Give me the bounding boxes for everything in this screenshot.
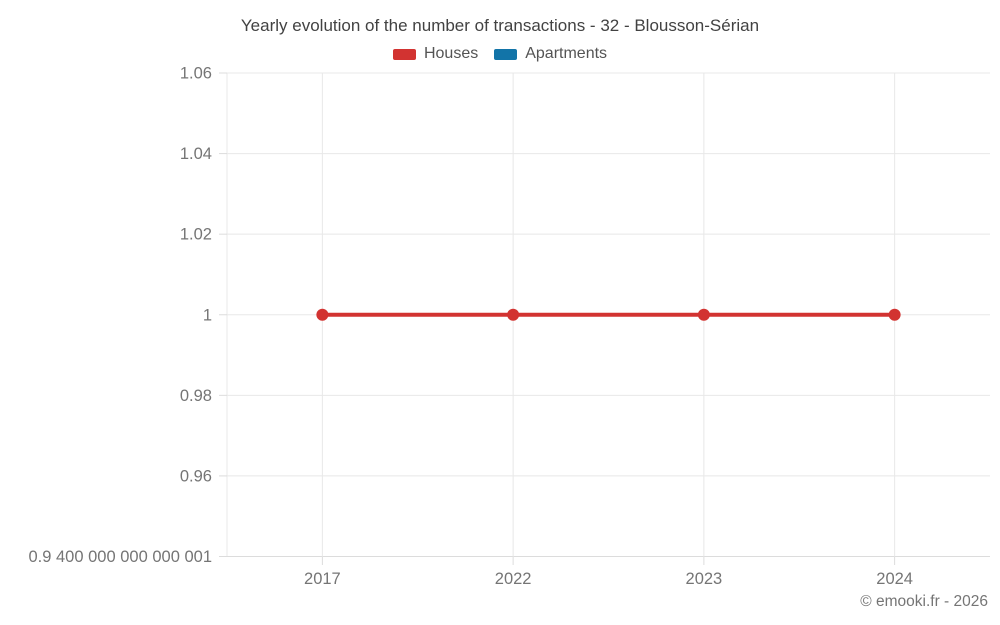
y-axis-label: 1.02: [180, 226, 212, 244]
legend-item-houses[interactable]: Houses: [392, 45, 479, 63]
y-axis-label: 0.9 400 000 000 000 001: [28, 548, 212, 566]
x-axis-label: 2017: [304, 570, 341, 588]
copyright-footer: © emooki.fr - 2026: [860, 593, 988, 610]
houses-data-point[interactable]: [316, 308, 329, 321]
houses-data-point[interactable]: [697, 308, 710, 321]
x-axis-label: 2024: [876, 570, 913, 588]
houses-data-point[interactable]: [507, 308, 520, 321]
legend-label-houses: Houses: [423, 45, 479, 62]
y-axis-label: 1.04: [180, 145, 212, 163]
chart-title: Yearly evolution of the number of transa…: [240, 16, 760, 35]
legend: Houses Apartments: [0, 45, 1000, 63]
apartments-series-swatch-icon: [494, 48, 518, 60]
y-axis-label: 1.06: [180, 65, 212, 83]
x-axis-label: 2022: [495, 570, 532, 588]
legend-item-apartments[interactable]: Apartments: [494, 45, 607, 63]
x-axis-label: 2023: [686, 570, 723, 588]
y-axis-label: 0.96: [180, 467, 212, 485]
legend-label-apartments: Apartments: [525, 45, 608, 62]
houses-data-point[interactable]: [888, 308, 901, 321]
y-axis-label: 0.98: [180, 387, 212, 405]
houses-series-swatch-icon: [392, 48, 416, 60]
y-axis-label: 1: [203, 306, 212, 324]
